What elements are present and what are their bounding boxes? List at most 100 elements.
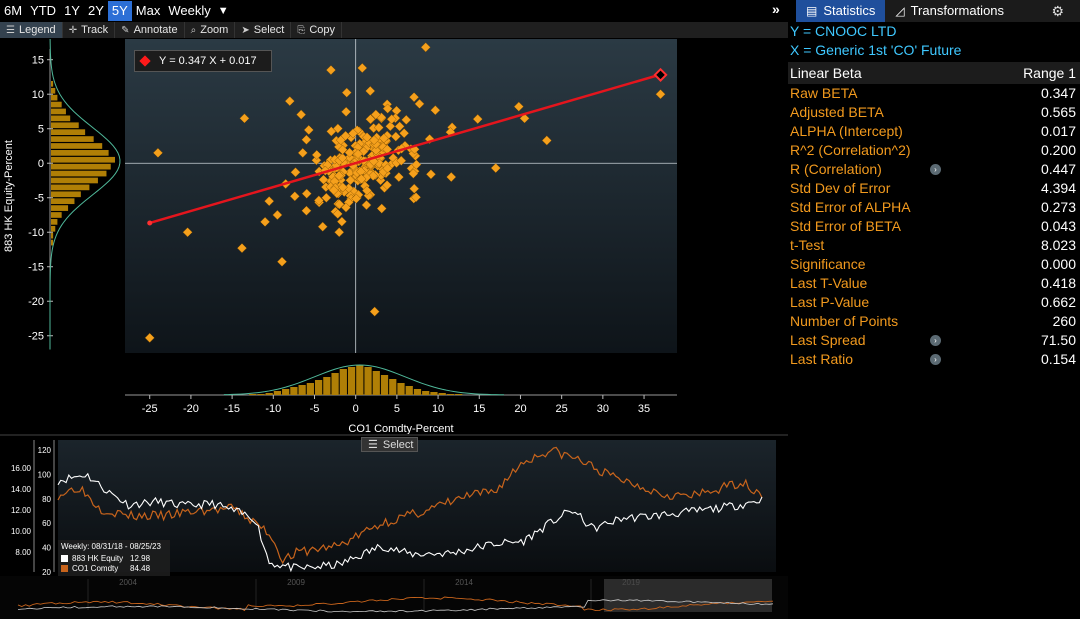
- period-2y[interactable]: 2Y: [87, 3, 104, 18]
- legend-value-brent: 84.48: [130, 563, 151, 573]
- x-series-label: X = Generic 1st 'CO' Future: [790, 42, 962, 58]
- time-series-chart[interactable]: 16.00 14.00 12.00 10.00 8.00 120 100 80 60 40 20: [0, 434, 788, 576]
- x-tick-label: 25: [556, 403, 568, 415]
- x-tick-label: 10: [432, 403, 444, 415]
- scatter-point: [153, 147, 163, 158]
- scatter-point: [348, 128, 358, 139]
- period-max[interactable]: Max: [135, 3, 161, 18]
- stat-name: Last T-Value: [790, 275, 868, 291]
- x-hist-bar: [422, 391, 430, 395]
- y-hist-bar: [51, 232, 54, 239]
- stat-expand-icon[interactable]: ›: [930, 354, 941, 365]
- scatter-point: [341, 202, 351, 213]
- stat-expand-icon[interactable]: ›: [930, 335, 941, 346]
- stat-value: 0.000: [1040, 256, 1076, 272]
- scatter-point: [341, 87, 352, 98]
- stat-name: Last Spread: [790, 332, 866, 348]
- ts-right-tick: 20: [42, 568, 51, 576]
- y-hist-bar: [51, 170, 107, 177]
- legend-name-cnooc: 883 HK Equity: [72, 553, 124, 563]
- regression-equation-box[interactable]: Y = 0.347 X + 0.017: [134, 50, 272, 72]
- y-hist-bar: [51, 219, 58, 225]
- period-6m[interactable]: 6M: [4, 3, 23, 18]
- scatter-point: [341, 106, 352, 117]
- collapse-panel-icon[interactable]: »: [772, 1, 780, 17]
- select-label: Select: [253, 24, 285, 36]
- x-hist-bar: [446, 394, 455, 395]
- tab-transformations[interactable]: ◿ Transformations: [885, 0, 1014, 22]
- y-hist-bar: [51, 198, 75, 205]
- stat-row: Std Error of BETA 0.043: [788, 217, 1080, 236]
- ts-left-tick: 16.00: [11, 464, 32, 473]
- track-button[interactable]: ✛ Track: [63, 22, 116, 38]
- scatter-point: [144, 332, 155, 343]
- right-panel-tabs: ▤ Statistics ◿ Transformations ⚙: [796, 0, 1080, 22]
- track-label: Track: [81, 24, 109, 36]
- nav-selection-window[interactable]: [604, 579, 772, 612]
- scatter-point: [284, 96, 295, 107]
- x-hist-bar: [282, 389, 290, 395]
- scatter-points: [144, 42, 666, 343]
- last-point-marker[interactable]: [653, 67, 668, 82]
- period-5y[interactable]: 5Y: [107, 1, 132, 21]
- scatter-point: [334, 227, 345, 238]
- frequency-dropdown-icon[interactable]: ▼: [217, 5, 229, 17]
- stat-row: R^2 (Correlation^2) 0.200: [788, 141, 1080, 160]
- scatter-point: [313, 195, 324, 206]
- gear-icon[interactable]: ⚙: [1051, 2, 1064, 19]
- x-hist-bar: [339, 369, 347, 395]
- stat-expand-icon[interactable]: ›: [930, 164, 941, 175]
- scatter-point: [182, 227, 193, 238]
- ts-left-tick: 8.00: [15, 548, 31, 557]
- y-fit-curve: [49, 39, 121, 350]
- y-series-label: Y = CNOOC LTD: [790, 23, 897, 39]
- y-hist-bar: [51, 184, 90, 191]
- copy-button[interactable]: ⎘ Copy: [291, 22, 342, 38]
- period-1y[interactable]: 1Y: [64, 3, 80, 18]
- y-hist-bar: [51, 122, 79, 129]
- select-button[interactable]: ➤ Select: [235, 22, 292, 38]
- scatter-point: [382, 180, 393, 191]
- x-tick-label: 15: [473, 403, 485, 415]
- y-axis-title: 883 HK Equity-Percent: [3, 140, 15, 252]
- stat-value: 0.347: [1040, 85, 1076, 101]
- ts-select-button[interactable]: ☰ Select: [361, 437, 418, 452]
- stat-value: 0.154: [1040, 351, 1076, 367]
- scatter-plot[interactable]: [125, 39, 677, 353]
- period-ytd[interactable]: YTD: [30, 3, 57, 18]
- zoom-button[interactable]: ⌕ Zoom: [185, 22, 236, 38]
- stat-row: Std Error of ALPHA 0.273: [788, 198, 1080, 217]
- scatter-point: [426, 169, 436, 180]
- annotate-button[interactable]: ✎ Annotate: [115, 22, 185, 38]
- x-tick-label: -25: [142, 403, 158, 415]
- legend-button[interactable]: ☰ Legend: [0, 22, 63, 38]
- statistics-icon: ▤: [806, 4, 818, 18]
- annotate-label: Annotate: [133, 24, 178, 36]
- time-navigator[interactable]: 2004200920142019: [0, 576, 788, 619]
- period-weekly[interactable]: Weekly: [168, 3, 211, 18]
- scatter-point: [370, 109, 381, 120]
- scatter-point: [365, 86, 376, 96]
- scatter-point: [382, 103, 393, 114]
- scatter-point: [337, 152, 348, 163]
- scatter-point: [361, 200, 372, 210]
- stat-name: R^2 (Correlation^2): [790, 142, 911, 158]
- scatter-point: [334, 199, 345, 210]
- tab-statistics[interactable]: ▤ Statistics: [796, 0, 886, 22]
- scatter-point: [340, 130, 351, 141]
- x-fit-curve: [223, 364, 504, 396]
- scatter-point: [328, 185, 339, 196]
- x-marginal-histogram: -25 -20 -15 -10 -5 0 5 10 15 20 25 30 35: [125, 364, 677, 415]
- scatter-point: [361, 185, 372, 196]
- y-tick-label: 10: [32, 89, 44, 101]
- nav-cnooc-line: [17, 599, 774, 613]
- brent-series-line: [57, 446, 763, 565]
- scatter-point: [357, 63, 368, 73]
- stat-name: Significance: [790, 256, 866, 272]
- scatter-point: [519, 113, 530, 124]
- scatter-point: [301, 134, 312, 145]
- y-hist-bar: [51, 212, 62, 218]
- stat-row: Std Dev of Error 4.394: [788, 179, 1080, 198]
- scatter-point: [655, 89, 666, 100]
- y-hist-bar: [51, 205, 69, 211]
